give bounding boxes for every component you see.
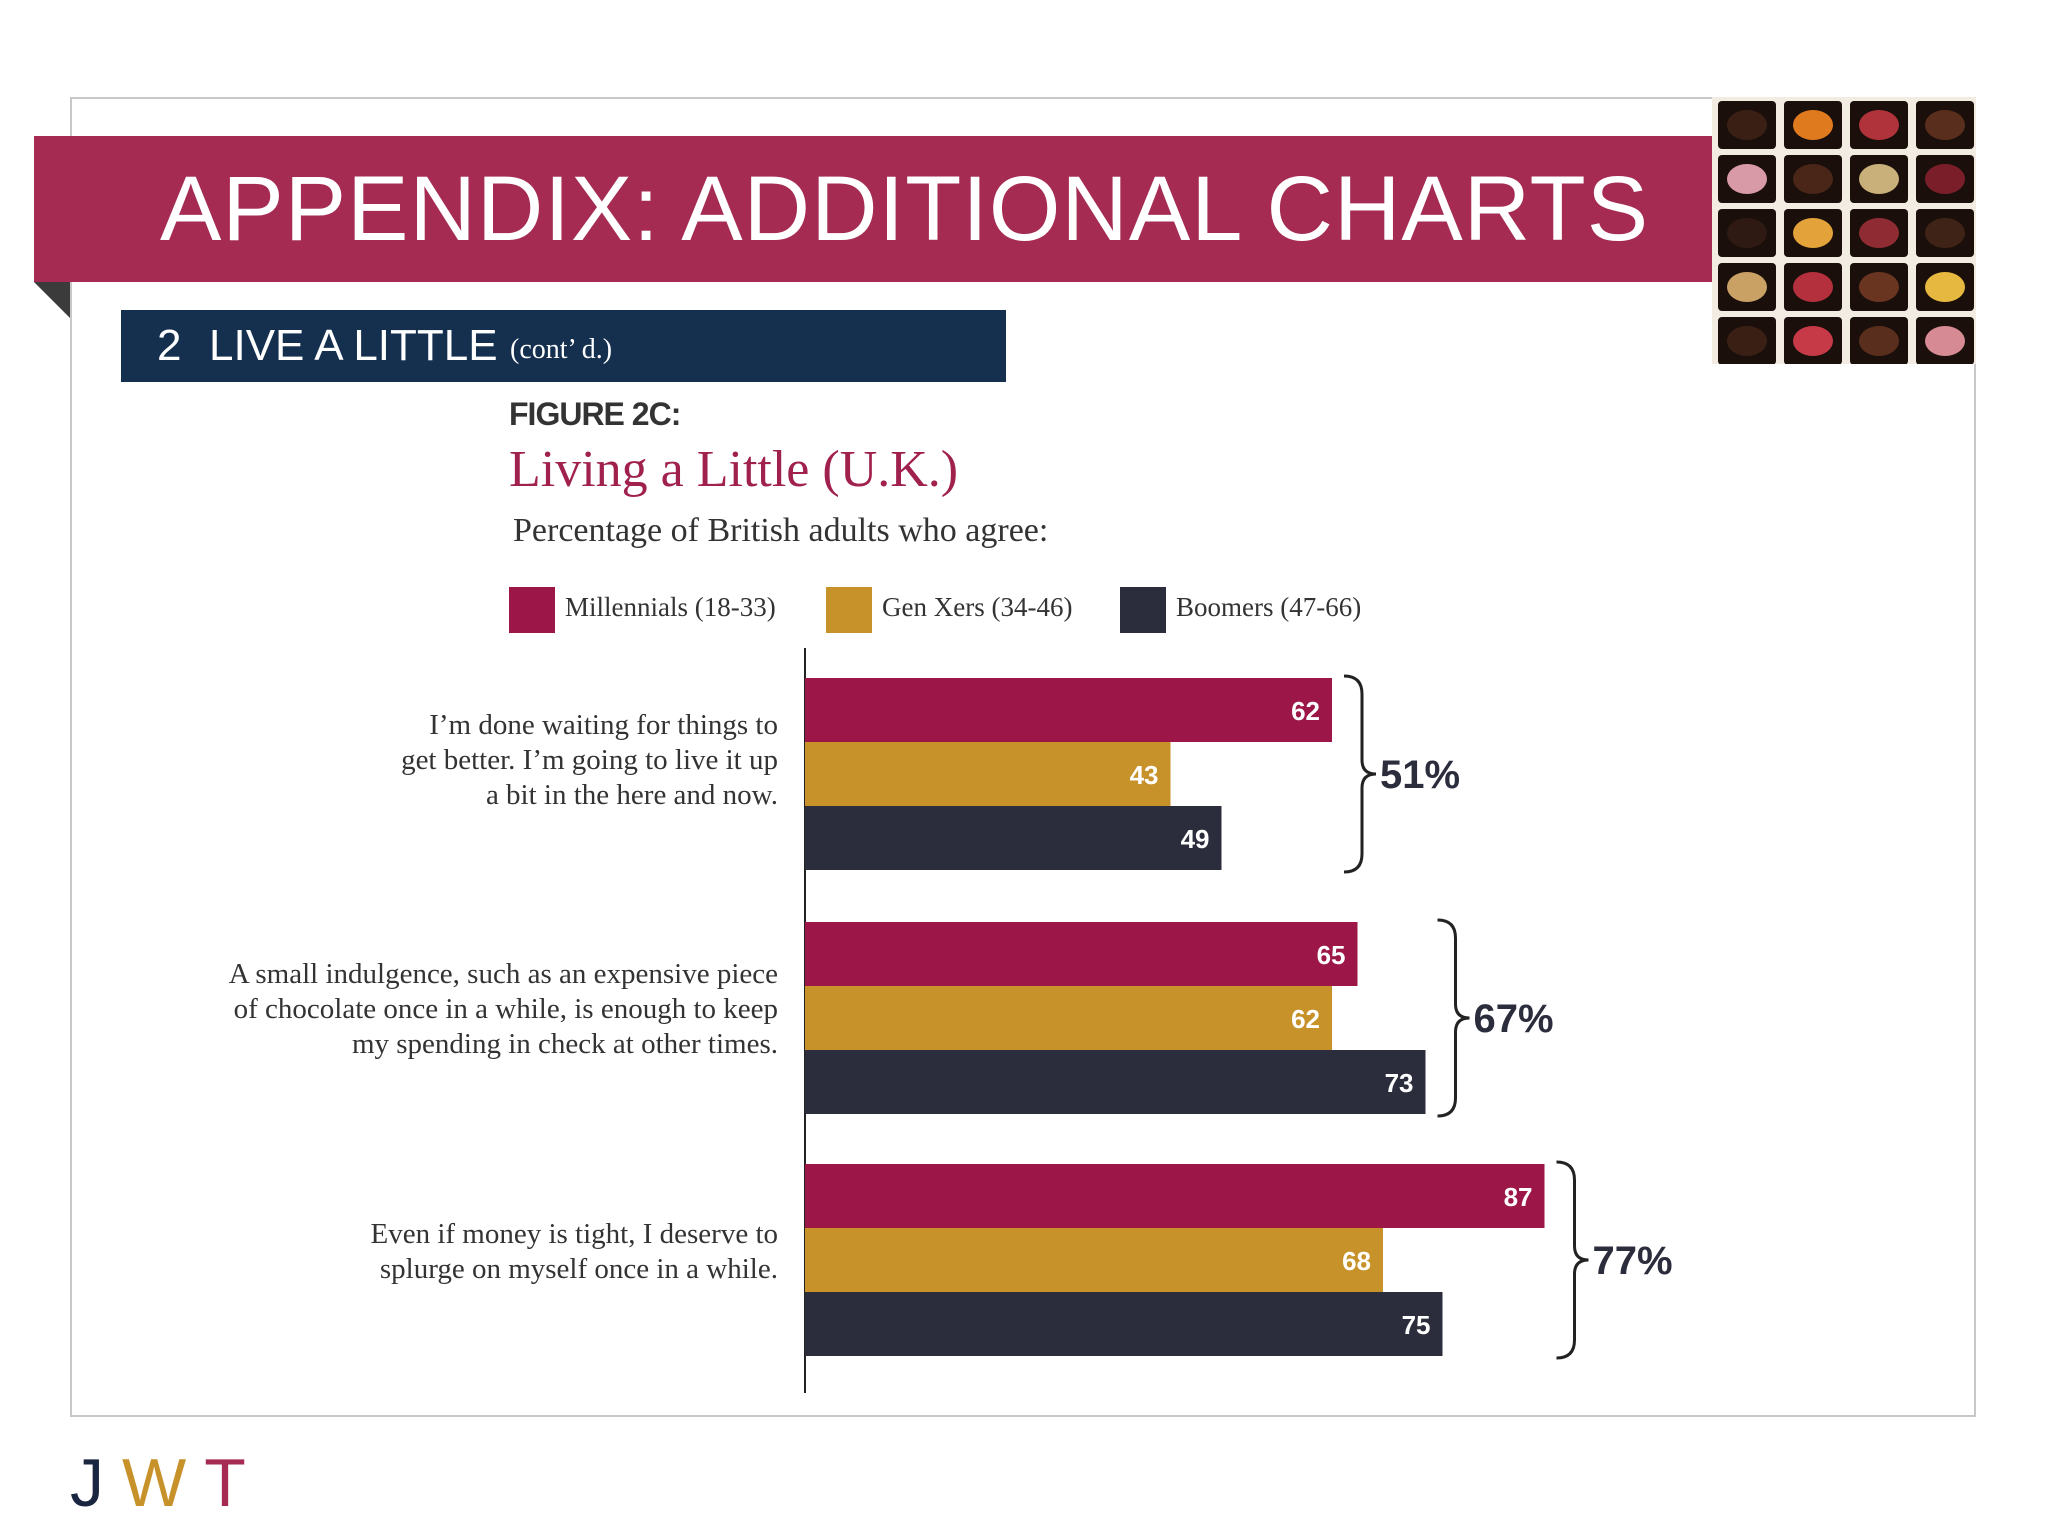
chocolate-box-image <box>1712 97 1976 364</box>
chocolate-piece <box>1727 110 1767 140</box>
data-label: 43 <box>1130 760 1159 790</box>
logo-letter-w: W <box>122 1445 205 1521</box>
chocolate-piece <box>1925 272 1965 302</box>
chocolate-piece <box>1793 326 1833 356</box>
category-label-line: A small indulgence, such as an expensive… <box>228 958 778 990</box>
total-brace-3 <box>1556 1160 1589 1360</box>
data-label: 49 <box>1181 824 1210 854</box>
chocolate-piece <box>1859 110 1899 140</box>
jwt-logo: JWT <box>70 1444 264 1522</box>
section-subtitle: (cont’ d.) <box>510 334 613 365</box>
bar-millennials-1 <box>805 678 1332 742</box>
chocolate-piece <box>1925 326 1965 356</box>
chocolate-piece <box>1793 110 1833 140</box>
chocolate-piece <box>1859 218 1899 248</box>
data-label: 87 <box>1504 1182 1533 1212</box>
total-brace-2 <box>1437 918 1470 1118</box>
chocolate-piece <box>1859 164 1899 194</box>
total-percent-2: 67% <box>1474 997 1554 1041</box>
data-label: 75 <box>1402 1310 1431 1340</box>
chocolate-piece <box>1793 164 1833 194</box>
chocolate-piece <box>1925 218 1965 248</box>
category-label-line: a bit in the here and now. <box>485 779 778 811</box>
section-number: 2 <box>157 321 182 370</box>
figure-label: FIGURE 2C: <box>509 396 681 432</box>
chocolate-piece <box>1793 272 1833 302</box>
chocolate-piece <box>1925 110 1965 140</box>
total-percent-3: 77% <box>1593 1239 1673 1283</box>
chocolate-piece <box>1727 164 1767 194</box>
bar-millennials-3 <box>805 1164 1545 1228</box>
title-banner <box>34 136 1714 282</box>
legend-swatch-boomers <box>1120 587 1166 633</box>
section-bar <box>121 310 1006 382</box>
bar-genx-3 <box>805 1228 1383 1292</box>
chocolate-piece <box>1793 218 1833 248</box>
banner-fold <box>34 282 70 318</box>
data-label: 68 <box>1342 1246 1371 1276</box>
total-percent-1: 51% <box>1380 753 1460 797</box>
legend-label-boomers: Boomers (47-66) <box>1176 592 1362 622</box>
category-label-1: I’m done waiting for things to get bette… <box>401 708 778 813</box>
chocolate-box-photo <box>1712 97 1976 364</box>
chocolate-piece <box>1727 218 1767 248</box>
legend-swatch-genx <box>826 587 872 633</box>
legend-swatch-millennials <box>509 587 555 633</box>
bar-boomers-2 <box>805 1050 1426 1114</box>
category-label-3: Even if money is tight, I deserve to spl… <box>370 1217 778 1287</box>
data-label: 62 <box>1291 1004 1320 1034</box>
section-title: LIVE A LITTLE <box>209 321 498 370</box>
category-label-line: get better. I’m going to live it up <box>401 744 778 776</box>
legend-label-millennials: Millennials (18-33) <box>565 592 776 622</box>
chart-title: Living a Little (U.K.) <box>509 441 959 498</box>
bar-millennials-2 <box>805 922 1358 986</box>
chocolate-piece <box>1727 326 1767 356</box>
chocolate-piece <box>1859 326 1899 356</box>
chocolate-piece <box>1727 272 1767 302</box>
category-label-line: splurge on myself once in a while. <box>379 1253 778 1285</box>
category-label-line: of chocolate once in a while, is enough … <box>233 993 778 1025</box>
data-label: 62 <box>1291 696 1320 726</box>
bar-boomers-1 <box>805 806 1222 870</box>
chart-subtitle: Percentage of British adults who agree: <box>513 512 1049 549</box>
logo-letter-j: J <box>70 1445 122 1521</box>
bar-boomers-3 <box>805 1292 1443 1356</box>
category-label-line: Even if money is tight, I deserve to <box>370 1218 778 1250</box>
category-label-line: I’m done waiting for things to <box>429 709 778 741</box>
chocolate-piece <box>1859 272 1899 302</box>
category-label-line: my spending in check at other times. <box>351 1028 778 1060</box>
chocolate-piece <box>1925 164 1965 194</box>
category-label-2: A small indulgence, such as an expensive… <box>229 957 778 1062</box>
total-brace-1 <box>1343 674 1377 874</box>
data-label: 73 <box>1385 1068 1414 1098</box>
bar-genx-2 <box>805 986 1332 1050</box>
bar-genx-1 <box>805 742 1171 806</box>
data-label: 65 <box>1317 940 1346 970</box>
logo-letter-t: T <box>204 1445 264 1521</box>
slide-title: APPENDIX: ADDITIONAL CHARTS <box>160 158 1650 260</box>
legend-label-genx: Gen Xers (34-46) <box>882 592 1073 622</box>
